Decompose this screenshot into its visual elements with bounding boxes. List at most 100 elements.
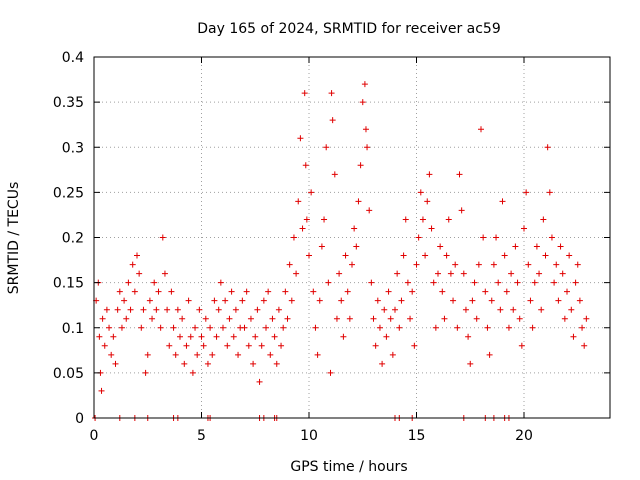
data-point: [372, 342, 379, 349]
data-point: [325, 279, 332, 286]
data-point: [106, 324, 113, 331]
data-point: [118, 324, 125, 331]
data-point: [538, 306, 545, 313]
x-tick-label: 0: [90, 428, 99, 444]
data-point: [456, 171, 463, 178]
data-point: [250, 360, 257, 367]
data-point: [394, 270, 401, 277]
data-point: [254, 306, 261, 313]
data-point: [409, 288, 416, 295]
data-point: [278, 342, 285, 349]
data-point: [127, 306, 134, 313]
data-point: [267, 351, 274, 358]
data-point: [344, 288, 351, 295]
data-point: [170, 324, 177, 331]
data-point: [269, 315, 276, 322]
data-point: [422, 252, 429, 259]
data-point: [271, 333, 278, 340]
data-point: [548, 234, 555, 241]
data-point: [389, 351, 396, 358]
data-point: [441, 315, 448, 322]
data-point: [198, 333, 205, 340]
data-point: [202, 315, 209, 322]
data-point: [355, 198, 362, 205]
grid: [94, 57, 610, 418]
data-point: [486, 351, 493, 358]
data-point: [376, 324, 383, 331]
data-point: [540, 216, 547, 223]
data-point: [564, 288, 570, 295]
data-point: [512, 243, 519, 250]
data-point: [478, 126, 484, 133]
data-point: [482, 288, 489, 295]
data-point: [568, 306, 575, 313]
data-point: [428, 225, 435, 232]
data-point: [359, 99, 366, 106]
data-point: [149, 315, 156, 322]
data-point: [542, 252, 549, 259]
x-tick-label: 5: [197, 428, 206, 444]
data-point: [263, 324, 269, 331]
data-point: [129, 261, 136, 268]
data-point: [514, 279, 521, 286]
data-point: [123, 315, 130, 322]
data-point: [235, 351, 242, 358]
x-axis-label: GPS time / hours: [290, 459, 407, 475]
data-point: [342, 252, 349, 259]
data-point: [419, 216, 426, 223]
data-point: [392, 306, 398, 313]
data-point: [508, 270, 515, 277]
data-point: [503, 288, 510, 295]
data-point: [349, 261, 355, 268]
y-tick-label: 0: [75, 411, 84, 427]
data-point: [531, 279, 538, 286]
y-axis-ticks: 0 0.05 0.1 0.15 0.2 0.25 0.3 0.35 0.4: [53, 50, 610, 427]
data-point: [177, 333, 183, 340]
data-point: [308, 189, 315, 196]
data-point: [447, 270, 454, 277]
data-point: [114, 306, 121, 313]
data-point: [383, 333, 390, 340]
data-point: [475, 261, 482, 268]
data-point: [576, 297, 583, 304]
data-point: [521, 225, 527, 232]
data-point: [381, 306, 388, 313]
x-axis-ticks: 0 5 10 15 20: [90, 57, 533, 444]
data-point: [454, 324, 461, 331]
data-point: [336, 270, 343, 277]
data-point: [108, 351, 115, 358]
x-tick-label: 20: [515, 428, 533, 444]
data-point: [224, 342, 231, 349]
data-point: [328, 90, 335, 97]
data-point: [426, 171, 433, 178]
data-point: [101, 342, 108, 349]
data-point: [110, 333, 117, 340]
y-axis-label: SRMTID / TECUs: [6, 182, 22, 295]
data-point: [213, 333, 220, 340]
data-point: [168, 288, 175, 295]
data-point: [462, 306, 469, 313]
data-point: [273, 360, 280, 367]
data-point: [450, 297, 457, 304]
data-point: [112, 360, 119, 367]
y-tick-label: 0.4: [62, 50, 84, 66]
data-point: [284, 315, 291, 322]
data-point: [321, 216, 328, 223]
data-point: [430, 279, 437, 286]
data-point: [290, 234, 297, 241]
data-point: [157, 324, 164, 331]
data-point: [116, 288, 123, 295]
data-point: [155, 288, 162, 295]
data-point: [452, 261, 459, 268]
data-point: [437, 243, 444, 250]
data-point: [574, 261, 581, 268]
data-point: [579, 324, 586, 331]
data-point: [247, 315, 254, 322]
data-point: [136, 270, 143, 277]
data-point: [232, 306, 239, 313]
data-point: [490, 261, 497, 268]
data-point: [362, 126, 369, 133]
data-point: [480, 234, 487, 241]
data-point: [98, 387, 105, 394]
data-point: [172, 351, 179, 358]
